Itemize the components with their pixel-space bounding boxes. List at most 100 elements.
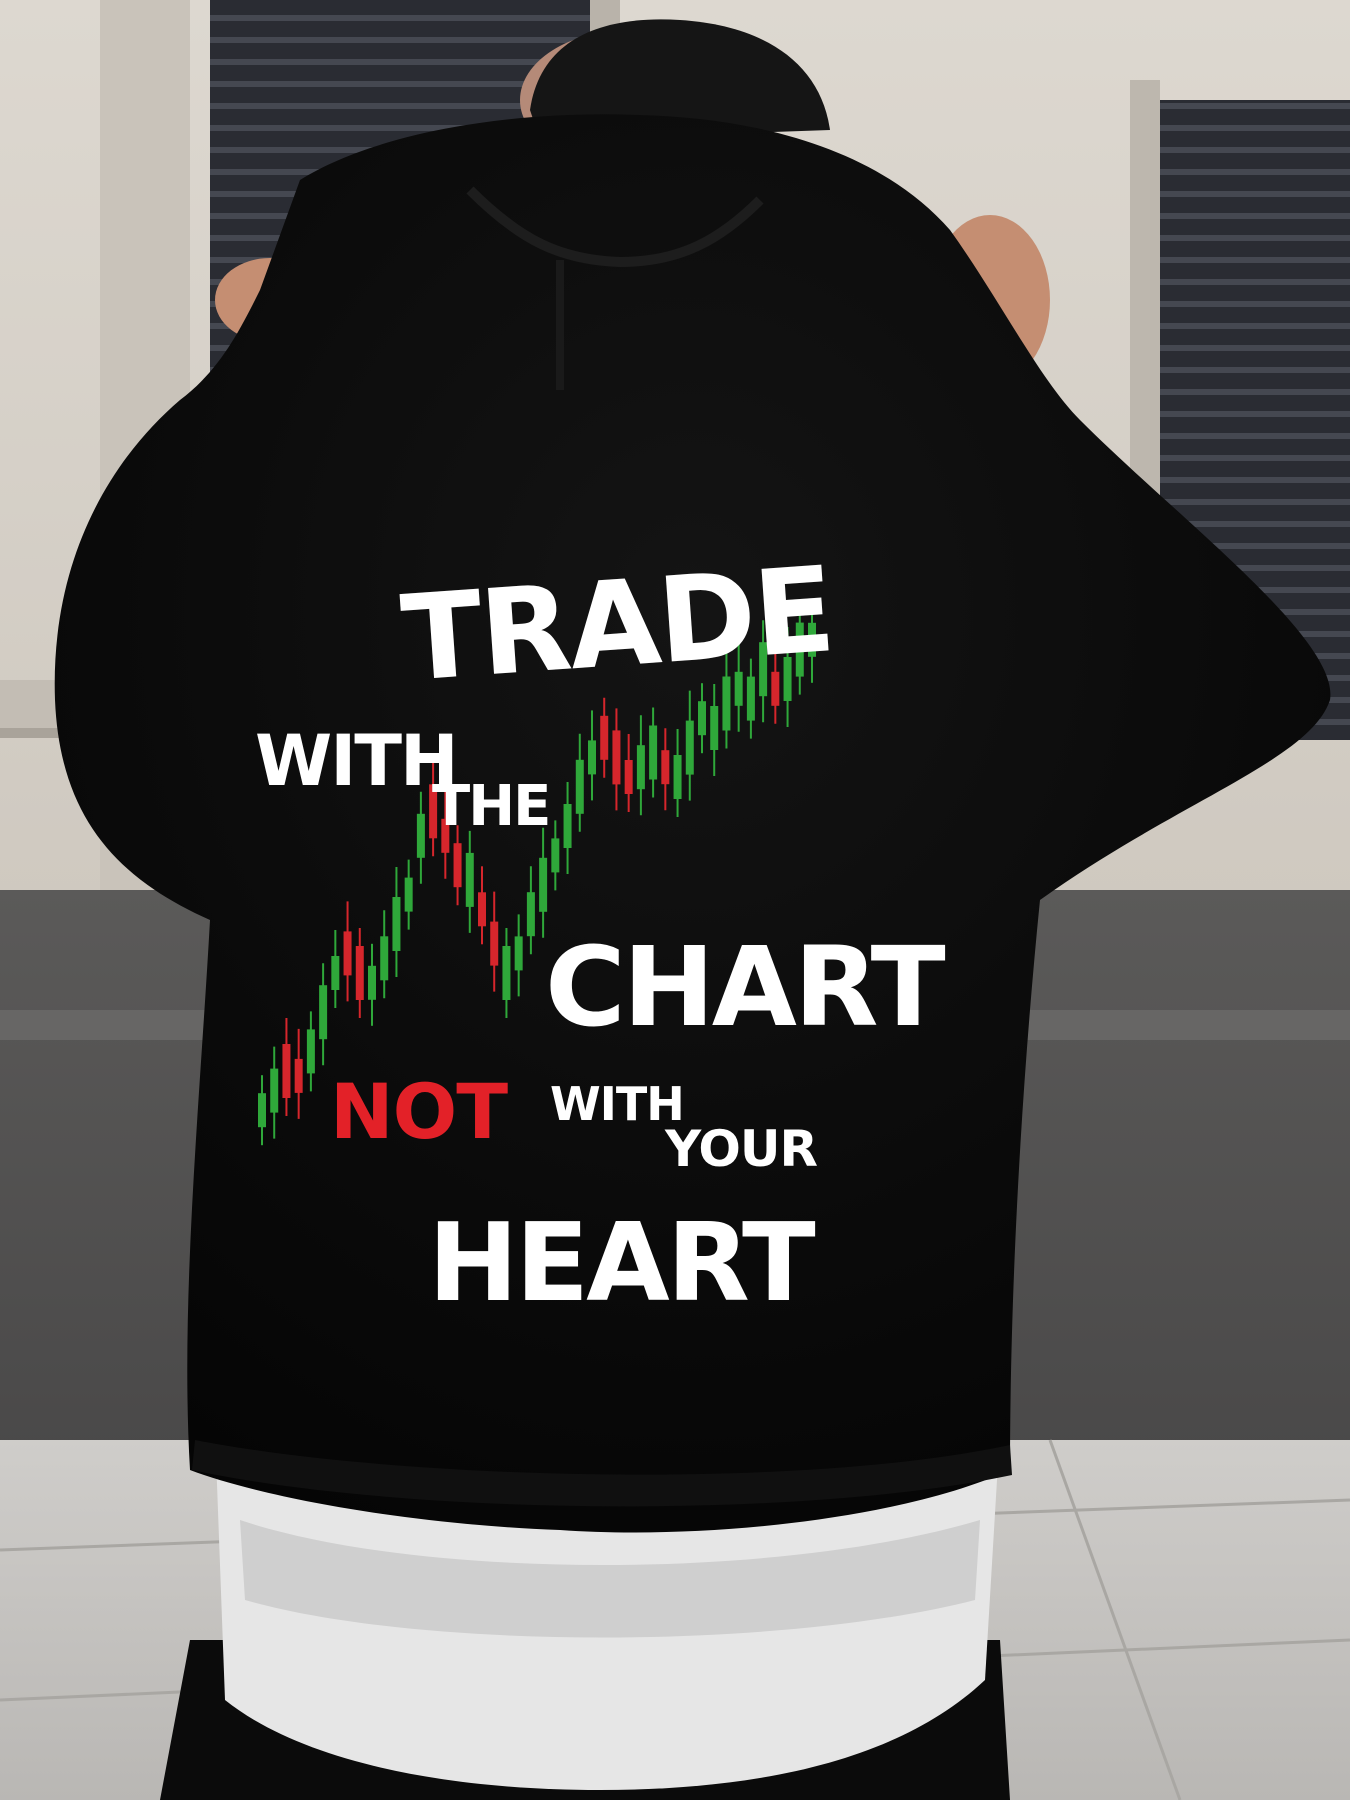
- hoodie: [54, 114, 1331, 1533]
- candle-body: [624, 760, 633, 794]
- hoodie-waistband: [192, 1440, 1012, 1507]
- candle-up: [526, 866, 535, 955]
- candle-body: [343, 931, 352, 976]
- candle-up: [306, 1011, 315, 1092]
- candle-up: [783, 627, 792, 727]
- print-word-your: YOUR: [664, 1120, 818, 1178]
- candle-body: [270, 1068, 279, 1113]
- candle-body: [795, 622, 804, 677]
- candle-body: [673, 755, 682, 799]
- candle-body: [416, 813, 425, 858]
- print-word-not: NOT: [330, 1067, 508, 1156]
- candle-body: [636, 745, 645, 790]
- candle-up: [588, 710, 596, 801]
- candle-body: [734, 671, 743, 706]
- candle-body: [526, 892, 535, 937]
- candle-down: [282, 1018, 291, 1116]
- candle-body: [698, 701, 706, 736]
- candle-down: [441, 788, 450, 879]
- candle-body: [453, 843, 462, 888]
- candle-down: [355, 928, 364, 1018]
- candle-up: [808, 600, 816, 683]
- candle-body: [551, 838, 560, 873]
- candle-up: [416, 791, 425, 884]
- candle-body: [514, 936, 523, 971]
- print-word-with: WITH: [255, 720, 457, 802]
- candle-body: [258, 1093, 266, 1128]
- candle-down: [343, 901, 352, 1002]
- candle-up: [710, 684, 719, 776]
- candle-body: [563, 804, 572, 848]
- candle-down: [453, 825, 462, 906]
- candle-up: [380, 910, 389, 999]
- candle-up: [636, 715, 645, 816]
- candle-body: [441, 818, 450, 853]
- candle-body: [539, 857, 548, 912]
- candle-up: [514, 914, 523, 997]
- candle-body: [319, 985, 328, 1040]
- print-word-heart: HEART: [428, 1201, 816, 1326]
- candle-up: [673, 729, 682, 817]
- candle-up: [551, 820, 560, 891]
- candle-up: [734, 641, 743, 732]
- candle-up: [404, 859, 413, 930]
- candle-up: [649, 707, 658, 798]
- candle-body: [490, 921, 499, 966]
- candle-body: [355, 946, 364, 1000]
- candle-body: [722, 676, 731, 731]
- candle-body: [783, 657, 792, 701]
- undershirt-shadow: [240, 1520, 980, 1638]
- candle-body: [612, 730, 621, 785]
- candle-body: [331, 956, 340, 990]
- candle-up: [575, 733, 584, 832]
- candle-body: [465, 852, 474, 907]
- candle-down: [661, 728, 670, 811]
- candle-body: [759, 642, 768, 697]
- candle-up: [685, 690, 694, 801]
- candle-up: [746, 658, 755, 739]
- candle-body: [380, 936, 389, 981]
- candle-body: [808, 622, 816, 657]
- cap: [530, 19, 830, 140]
- print-word-trade: TRADE: [397, 540, 837, 708]
- candle-up: [539, 827, 548, 938]
- print-word-with-2: WITH: [550, 1077, 684, 1131]
- candle-body: [588, 740, 596, 775]
- candle-up: [331, 930, 340, 1008]
- candle-body: [478, 892, 486, 927]
- candle-body: [392, 897, 401, 951]
- print-lettering: TRADE WITH THE CHART NOT WITH YOUR HEART: [255, 540, 949, 1326]
- candle-body: [771, 671, 780, 706]
- candle-body: [649, 725, 658, 780]
- candle-body: [404, 877, 413, 912]
- hood-fold: [466, 186, 764, 268]
- candle-down: [478, 866, 486, 945]
- candle-body: [429, 784, 438, 839]
- candle-up: [270, 1046, 279, 1139]
- candle-up: [722, 650, 731, 749]
- candle-body: [685, 720, 694, 775]
- candle-down: [600, 697, 609, 778]
- candle-up: [392, 867, 401, 977]
- candle-body: [368, 965, 376, 1000]
- candle-down: [490, 891, 499, 992]
- candle-down: [294, 1028, 303, 1119]
- candle-body: [306, 1029, 315, 1074]
- print-word-chart: CHART: [545, 923, 946, 1051]
- candle-body: [746, 676, 755, 721]
- candle-up: [368, 943, 376, 1026]
- candle-body: [661, 750, 670, 785]
- candle-body: [710, 706, 719, 750]
- candle-up: [795, 604, 804, 695]
- candlestick-graphic: [258, 600, 816, 1146]
- candle-body: [575, 759, 584, 814]
- candle-up: [465, 830, 474, 933]
- candle-body: [294, 1058, 303, 1093]
- candle-body: [282, 1044, 291, 1098]
- candle-down: [624, 734, 633, 812]
- candle-body: [502, 946, 511, 1000]
- candle-up: [759, 620, 768, 723]
- candle-up: [698, 683, 706, 754]
- candle-down: [771, 645, 780, 724]
